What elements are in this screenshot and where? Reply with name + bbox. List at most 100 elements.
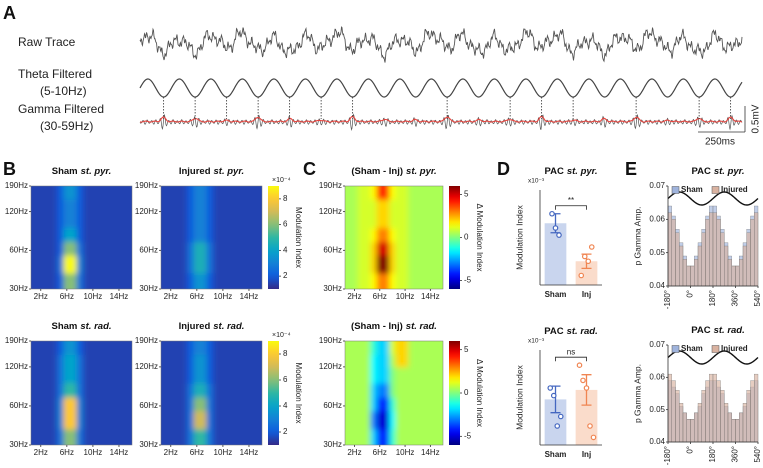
heatmap-cell xyxy=(226,341,243,355)
histogram-bar xyxy=(675,390,680,443)
heatmap-cell xyxy=(76,397,84,412)
heatmap-cell xyxy=(345,211,359,229)
colorbar-label: Modulation Index xyxy=(294,207,303,268)
heatmap-cell xyxy=(76,341,84,355)
x-tick-label: 10Hz xyxy=(396,292,415,301)
heatmap-cell xyxy=(63,241,78,256)
heatmap-cell xyxy=(206,199,214,213)
significance-bracket xyxy=(555,356,587,362)
heatmap-cell xyxy=(424,227,443,243)
heatmap-cell xyxy=(213,255,227,274)
heatmap xyxy=(345,186,443,289)
heatmap-cell xyxy=(112,211,132,229)
x-tick-label: 14Hz xyxy=(240,448,259,457)
title-region: st. rad. xyxy=(567,326,598,337)
heatmap-cell xyxy=(187,227,195,243)
heatmap-cell xyxy=(357,199,371,213)
y-axis-multiplier: x10⁻³ xyxy=(528,178,545,185)
heatmap-cell xyxy=(112,397,132,412)
heatmap-cell xyxy=(242,241,262,256)
chart-title: (Sham - Inj) st. rad. xyxy=(351,321,437,332)
heatmap-cell xyxy=(44,186,58,200)
heatmap xyxy=(31,186,132,289)
histogram-bar xyxy=(701,232,706,287)
heatmap-cell xyxy=(57,341,65,355)
heatmap-cell xyxy=(44,428,58,445)
heatmap-cell xyxy=(226,186,243,200)
y-tick-label: 0.07 xyxy=(649,181,665,190)
data-point xyxy=(585,258,592,265)
category-label: Sham xyxy=(545,290,567,299)
histogram-bar xyxy=(742,245,747,287)
heatmap-cell xyxy=(226,397,243,412)
theta-reference xyxy=(667,350,759,365)
heatmap-cell xyxy=(174,428,188,445)
heatmap-cell xyxy=(57,383,65,398)
histogram-bar xyxy=(739,259,744,287)
histogram-bar xyxy=(686,419,691,443)
heatmap-cell xyxy=(63,410,78,430)
x-tick-label: 14Hz xyxy=(110,292,129,301)
heatmap-cell xyxy=(76,255,84,274)
x-tick-label: 180° xyxy=(708,446,717,463)
x-tick-label: 2Hz xyxy=(34,448,48,457)
plot-frame xyxy=(30,340,133,446)
trace-sublabel: (30-59Hz) xyxy=(40,119,93,133)
heatmap-cells xyxy=(345,186,443,289)
heatmap-cell xyxy=(193,354,208,368)
heatmap-cell xyxy=(370,341,378,355)
title-text: PAC xyxy=(544,326,563,337)
title-text: (Sham - Inj) xyxy=(351,321,403,332)
heatmap-cell xyxy=(96,186,113,200)
heatmap-cell xyxy=(408,186,425,200)
heatmap-cell xyxy=(76,241,84,256)
heatmap-cell xyxy=(242,410,262,430)
data-point xyxy=(547,385,554,391)
x-tick-label: 6Hz xyxy=(373,448,387,457)
heatmap-cell xyxy=(193,241,208,256)
heatmap-cell xyxy=(57,211,65,229)
heatmap-cell xyxy=(395,428,409,445)
heatmap-cell xyxy=(174,272,188,289)
heatmap-cell xyxy=(76,383,84,398)
y-axis-label: p Gamma Amp. xyxy=(632,364,642,423)
y-tick-label: 120Hz xyxy=(5,362,28,371)
chart-title: Sham st. pyr. xyxy=(52,166,112,177)
heatmap-cell xyxy=(206,211,214,229)
x-tick-label: 2Hz xyxy=(347,292,361,301)
histogram-bar xyxy=(701,390,706,443)
heatmap-cell xyxy=(345,410,359,430)
heatmap-cell xyxy=(193,199,208,213)
significance-label: ** xyxy=(568,196,574,205)
heatmap-cell xyxy=(242,354,262,368)
heatmap-cell xyxy=(63,366,78,384)
heatmap-cell xyxy=(242,397,262,412)
heatmap-cell xyxy=(76,410,84,430)
heatmap-cell xyxy=(96,383,113,398)
histogram-bar xyxy=(690,419,695,443)
histogram-bar xyxy=(679,245,684,287)
y-tick-label: 0.06 xyxy=(649,214,665,223)
legend-label: Sham xyxy=(681,344,703,353)
histogram-bar xyxy=(720,232,725,287)
data-point xyxy=(576,362,583,369)
heatmap-cell xyxy=(193,428,208,445)
x-tick-label: 0° xyxy=(686,290,695,298)
heatmap-cell xyxy=(370,227,378,243)
colorbar-tick-label: 4 xyxy=(283,245,288,254)
heatmap-cell xyxy=(83,428,97,445)
heatmap-cell xyxy=(193,383,208,398)
title-text: PAC xyxy=(691,325,710,336)
plot-frame xyxy=(160,340,263,446)
panel-label: B xyxy=(3,159,16,179)
heatmap-cell xyxy=(112,366,132,384)
heatmap-cell xyxy=(193,255,208,274)
x-tick-label: 14Hz xyxy=(240,292,259,301)
heatmap-cell xyxy=(174,354,188,368)
histogram-bar xyxy=(697,245,702,287)
heatmap-cells xyxy=(345,341,443,445)
heatmap-cell xyxy=(345,272,359,289)
title-region: st. rad. xyxy=(714,325,745,336)
heatmap-cells xyxy=(31,341,132,445)
heatmap-cell xyxy=(174,397,188,412)
